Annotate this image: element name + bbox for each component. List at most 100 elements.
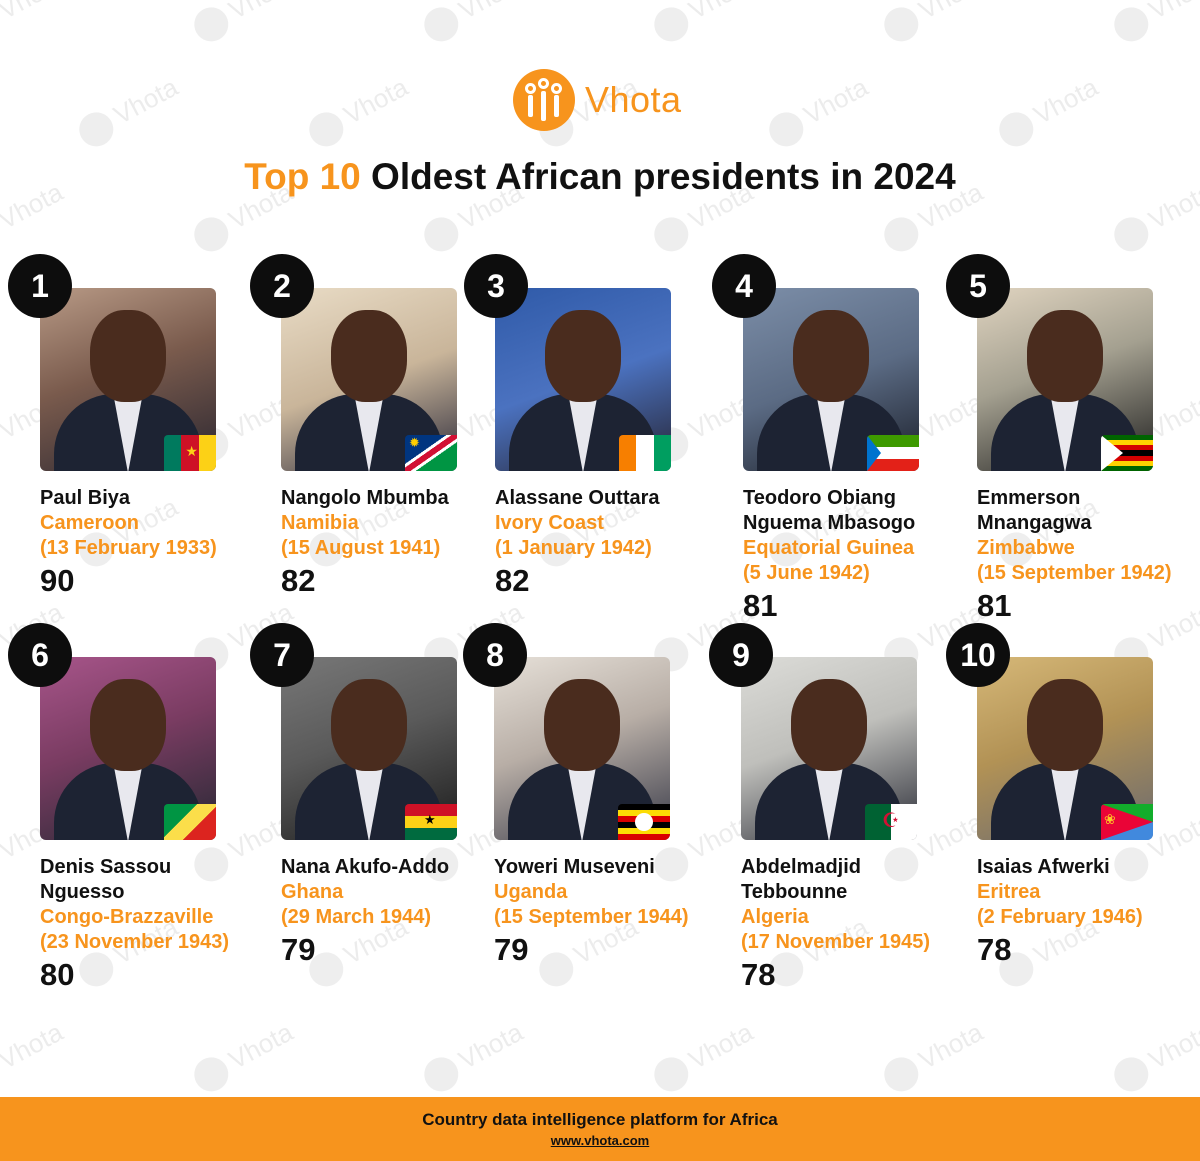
- president-name: Teodoro Obiang Nguema Mbasogo: [743, 487, 916, 534]
- brand-name: Vhota: [585, 79, 682, 120]
- president-info: Paul Biya Cameroon (13 February 1933) 90: [40, 486, 280, 599]
- president-info: Emmerson Mnangagwa Zimbabwe (15 September …: [977, 486, 1199, 624]
- rank-badge: 4: [712, 254, 776, 318]
- president-info: Denis Sassou Nguesso Congo-Brazzaville (23…: [40, 855, 280, 993]
- president-info: Yoweri Museveni Uganda (15 September 1944)…: [494, 855, 734, 968]
- president-country: Uganda: [494, 881, 568, 903]
- ghana-flag-icon: ★: [405, 804, 457, 840]
- president-name: Emmerson Mnangagwa: [977, 487, 1092, 534]
- president-country: Equatorial Guinea: [743, 537, 915, 559]
- watermark: Vhota: [1108, 1017, 1200, 1098]
- president-country: Ivory Coast: [495, 512, 604, 534]
- eritrea-flag-icon: ❀: [1101, 804, 1153, 840]
- watermark: Vhota: [648, 0, 759, 48]
- isaias-afwerki-photo: ❀: [977, 657, 1153, 840]
- footer-url-link[interactable]: www.vhota.com: [550, 1133, 650, 1148]
- footer-banner: Country data intelligence platform for A…: [0, 1097, 1200, 1161]
- brand-logo: Vhota: [513, 69, 682, 131]
- algeria-flag-icon: ☪: [865, 804, 917, 840]
- watermark: Vhota: [648, 1017, 759, 1098]
- president-birthdate: (23 November 1943): [40, 931, 229, 953]
- president-country: Eritrea: [977, 881, 1041, 903]
- rank-badge: 8: [463, 623, 527, 687]
- watermark: Vhota: [0, 1017, 70, 1098]
- equatorial-guinea-flag-icon: [867, 435, 919, 471]
- vhota-logo-icon: [513, 69, 575, 131]
- president-birthdate: (29 March 1944): [281, 906, 432, 928]
- president-info: Isaias Afwerki Eritrea (2 February 1946) 78: [977, 855, 1200, 968]
- president-birthdate: (1 January 1942): [495, 537, 652, 559]
- paul-biya-photo: ★: [40, 288, 216, 471]
- watermark: Vhota: [763, 72, 874, 153]
- president-info: Nana Akufo-Addo Ghana (29 March 1944) 79: [281, 855, 521, 968]
- alassane-outtara-photo: [495, 288, 671, 471]
- rank-badge: 3: [464, 254, 528, 318]
- nana-akufo-addo-photo: ★: [281, 657, 457, 840]
- president-age: 79: [281, 932, 316, 967]
- watermark: Vhota: [993, 72, 1104, 153]
- watermark: Vhota: [188, 0, 299, 48]
- title-accent: Top 10: [244, 156, 361, 197]
- yoweri-museveni-photo: [494, 657, 670, 840]
- president-age: 81: [977, 588, 1012, 623]
- president-country: Congo-Brazzaville: [40, 906, 214, 928]
- president-info: Abdelmadjid Tebbounne Algeria (17 November…: [741, 855, 981, 993]
- president-age: 82: [495, 563, 530, 598]
- ivory-coast-flag-icon: [619, 435, 671, 471]
- title-rest: Oldest African presidents in 2024: [360, 156, 956, 197]
- president-info: Teodoro Obiang Nguema Mbasogo Equatorial …: [743, 486, 983, 624]
- rank-badge: 7: [250, 623, 314, 687]
- footer-tagline: Country data intelligence platform for A…: [422, 1110, 778, 1129]
- president-name: Isaias Afwerki: [977, 856, 1110, 878]
- president-birthdate: (5 June 1942): [743, 562, 870, 584]
- denis-sassou-nguesso-photo: [40, 657, 216, 840]
- president-country: Zimbabwe: [977, 537, 1075, 559]
- watermark: Vhota: [303, 72, 414, 153]
- watermark: Vhota: [418, 0, 529, 48]
- rank-badge: 5: [946, 254, 1010, 318]
- president-country: Algeria: [741, 906, 809, 928]
- president-country: Namibia: [281, 512, 359, 534]
- president-info: Alassane Outtara Ivory Coast (1 January 19…: [495, 486, 735, 599]
- rank-badge: 10: [946, 623, 1010, 687]
- cameroon-flag-icon: ★: [164, 435, 216, 471]
- president-info: Nangolo Mbumba Namibia (15 August 1941) 82: [281, 486, 521, 599]
- president-birthdate: (15 August 1941): [281, 537, 441, 559]
- namibia-flag-icon: ✹: [405, 435, 457, 471]
- president-age: 78: [741, 957, 776, 992]
- president-age: 79: [494, 932, 529, 967]
- president-birthdate: (15 September 1942): [977, 562, 1172, 584]
- president-age: 78: [977, 932, 1012, 967]
- teodoro-obiang-photo: [743, 288, 919, 471]
- president-country: Cameroon: [40, 512, 139, 534]
- watermark: Vhota: [878, 1017, 989, 1098]
- president-age: 82: [281, 563, 316, 598]
- president-name: Yoweri Museveni: [494, 856, 655, 878]
- president-country: Ghana: [281, 881, 344, 903]
- president-name: Nana Akufo-Addo: [281, 856, 450, 878]
- president-birthdate: (2 February 1946): [977, 906, 1143, 928]
- uganda-flag-icon: [618, 804, 670, 840]
- nangolo-mbumba-photo: ✹: [281, 288, 457, 471]
- watermark: Vhota: [188, 1017, 299, 1098]
- president-name: Paul Biya: [40, 487, 131, 509]
- president-birthdate: (15 September 1944): [494, 906, 689, 928]
- president-age: 90: [40, 563, 75, 598]
- president-name: Nangolo Mbumba: [281, 487, 449, 509]
- president-name: Alassane Outtara: [495, 487, 660, 509]
- president-age: 81: [743, 588, 778, 623]
- congo-flag-icon: [164, 804, 216, 840]
- rank-badge: 6: [8, 623, 72, 687]
- president-name: Abdelmadjid Tebbounne: [741, 856, 862, 903]
- president-birthdate: (17 November 1945): [741, 931, 930, 953]
- rank-badge: 1: [8, 254, 72, 318]
- page-title: Top 10 Oldest African presidents in 2024: [0, 156, 1200, 198]
- emmerson-mnangagwa-photo: [977, 288, 1153, 471]
- president-age: 80: [40, 957, 75, 992]
- watermark: Vhota: [73, 72, 184, 153]
- watermark: Vhota: [0, 0, 70, 48]
- abdelmadjid-tebbounne-photo: ☪: [741, 657, 917, 840]
- watermark: Vhota: [1108, 0, 1200, 48]
- rank-badge: 9: [709, 623, 773, 687]
- president-name: Denis Sassou Nguesso: [40, 856, 172, 903]
